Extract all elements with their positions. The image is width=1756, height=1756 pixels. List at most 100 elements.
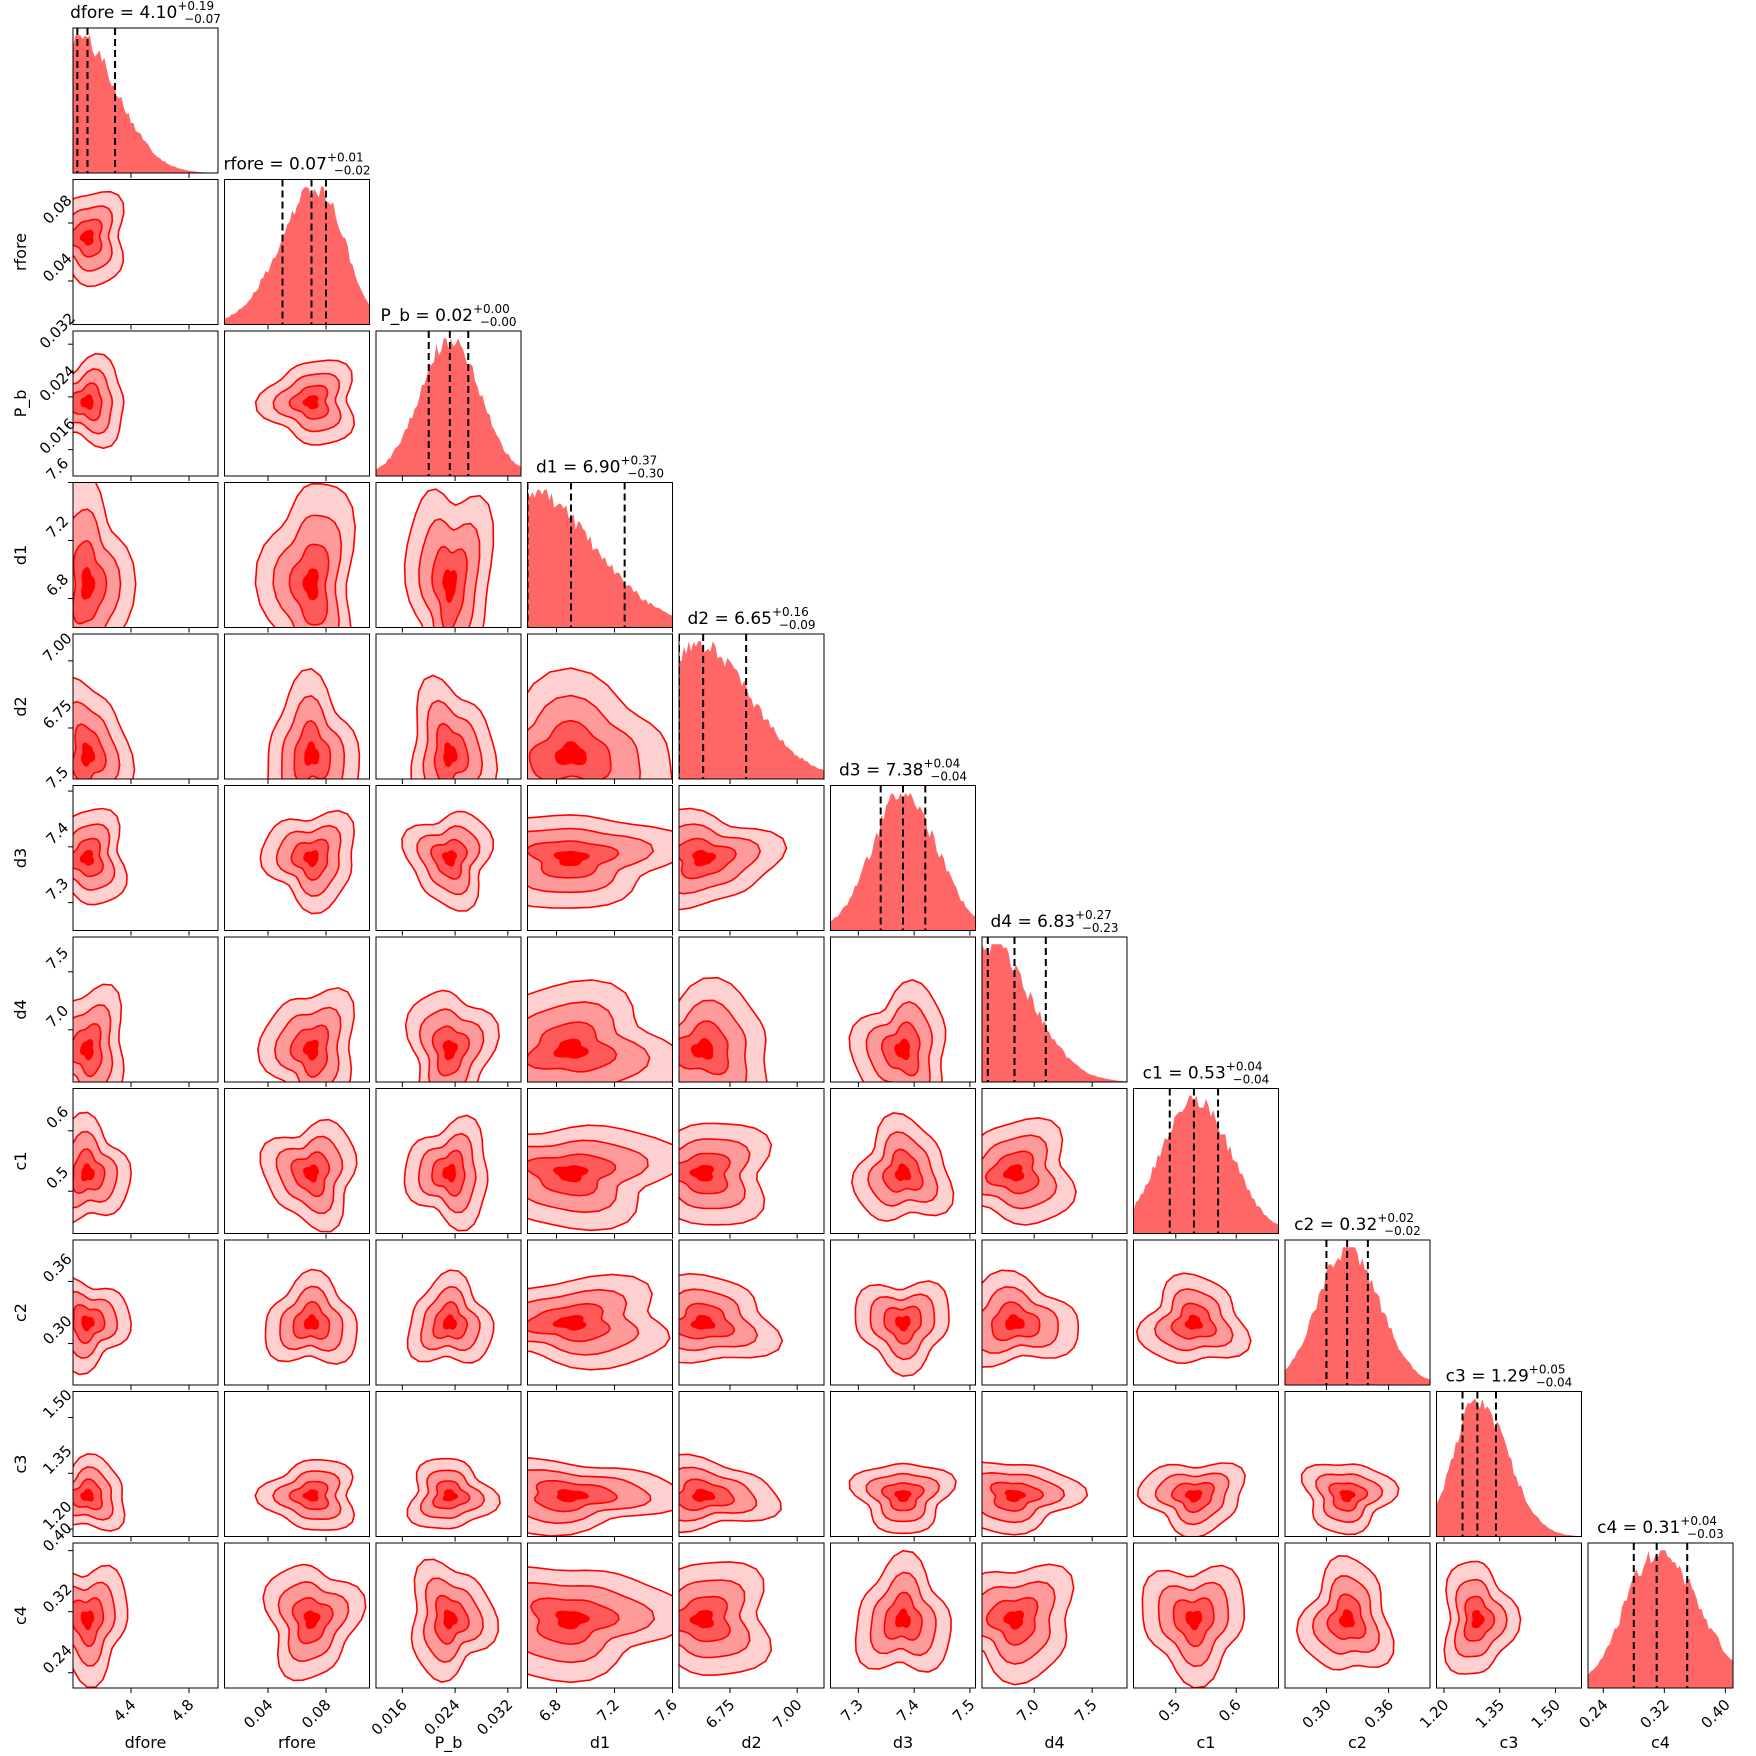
panel-plot-area	[679, 1453, 782, 1534]
contour-level-4	[81, 567, 96, 600]
contour-panel-d3-c2	[830, 1239, 976, 1390]
title-label: rfore	[224, 155, 264, 175]
contour-panel-c1-c3	[1133, 1391, 1279, 1542]
contour-panel-rfore-c2	[224, 1239, 370, 1390]
panel-frame	[72, 330, 219, 477]
panel-plot-area	[256, 987, 356, 1082]
panel-frame	[1284, 1542, 1431, 1689]
y-tick-label-c2: 0.30	[39, 1312, 75, 1348]
title-plus: +0.37	[620, 454, 657, 468]
panel-plot-area	[527, 1124, 673, 1232]
contour-panel-rfore-d1	[224, 482, 370, 633]
panel-frame	[527, 785, 673, 931]
hist-fill-c1	[1133, 1095, 1279, 1234]
panel-frame	[830, 1542, 976, 1689]
panel-plot-area	[403, 488, 495, 628]
y-tick-label-d3: 7.4	[43, 819, 73, 849]
title-median: 6.83	[1037, 912, 1075, 932]
panel-frame	[72, 27, 219, 174]
panel-frame	[375, 1088, 522, 1234]
panel-frame	[678, 633, 825, 780]
y-tick-label-P_b: 0.032	[36, 309, 79, 352]
contour-panel-rfore-P_b	[224, 330, 370, 481]
contour-level-4	[894, 1038, 911, 1061]
hist-panel-d4: d4 = 6.83+0.27 −0.23	[981, 908, 1128, 1087]
contour-panel-d1-d2	[527, 633, 673, 784]
title-median: 6.65	[734, 609, 772, 629]
panel-plot-area	[73, 190, 125, 288]
panel-frame	[1133, 1542, 1279, 1689]
title-label: c3	[1446, 1367, 1466, 1387]
x-tick-label-rfore: 0.04	[240, 1696, 276, 1732]
contour-panel-rfore-d2	[224, 633, 370, 784]
x-axis-label-rfore: rfore	[278, 1733, 316, 1752]
contour-level-4	[442, 1039, 458, 1060]
contour-level-4	[555, 1610, 590, 1630]
panel-plot-area	[982, 1563, 1075, 1686]
title-label: d3	[839, 761, 861, 781]
panel-plot-area	[254, 482, 357, 628]
contour-level-4	[80, 1610, 95, 1631]
panel-frame	[981, 936, 1128, 1083]
panel-plot-area	[73, 1111, 133, 1224]
panel-plot-area	[73, 482, 137, 628]
panel-frame	[224, 330, 370, 477]
hist-panel-rfore: rfore = 0.07+0.01 −0.02	[224, 151, 370, 330]
x-tick-label-d2: 6.75	[702, 1696, 738, 1732]
panel-plot-area	[679, 1272, 784, 1364]
contour-level-4	[81, 1315, 95, 1332]
contour-level-4	[1184, 1489, 1203, 1503]
y-tick-label-c1: 0.5	[43, 1163, 73, 1193]
panel-plot-area	[1141, 1564, 1245, 1688]
y-axis-label-d1: d1	[11, 545, 30, 565]
hist-panel-c4: c4 = 0.31+0.04 −0.03	[1587, 1514, 1734, 1693]
hist-fill-d1	[527, 489, 673, 628]
hist-fill-d2	[679, 641, 824, 779]
x-axis-label-d4: d4	[1044, 1733, 1064, 1752]
panel-plot-area	[254, 359, 356, 446]
contour-panel-c2-c4	[1284, 1542, 1431, 1693]
title-plus: +0.01	[327, 151, 364, 165]
panel-plot-area	[410, 674, 499, 779]
panel-frame	[527, 482, 673, 628]
y-axis-label-c4: c4	[11, 1606, 30, 1625]
x-tick-label-dfore: 4.8	[168, 1696, 198, 1726]
panel-plot-area	[679, 807, 788, 911]
title-median: 0.32	[1339, 1215, 1377, 1235]
y-tick-label-P_b: 0.016	[36, 415, 79, 458]
panel-frame	[72, 785, 219, 931]
panel-frame	[224, 1239, 370, 1386]
panel-plot-area	[1295, 1554, 1395, 1671]
x-tick-label-P_b: 0.032	[473, 1696, 516, 1739]
y-tick-label-P_b: 0.024	[36, 362, 79, 405]
x-tick-label-d1: 7.2	[593, 1696, 623, 1726]
contour-level-4	[442, 569, 457, 603]
panel-plot-area	[848, 979, 947, 1082]
panel-title-d3: d3 = 7.38+0.04 −0.04	[839, 757, 967, 784]
contour-level-4	[302, 1039, 319, 1061]
x-tick-label-d1: 6.8	[535, 1696, 565, 1726]
panel-plot-area	[376, 331, 521, 476]
x-tick-label-d3: 7.5	[949, 1696, 979, 1726]
panel-frame	[224, 1391, 370, 1537]
hist-panel-dfore: dfore = 4.10+0.19 −0.07	[70, 0, 221, 178]
title-minus: −0.09	[779, 618, 816, 632]
contour-panel-P_b-c3	[375, 1391, 522, 1542]
panel-plot-area	[527, 979, 673, 1082]
panel-frame	[981, 1542, 1128, 1689]
panel-frame	[224, 1542, 370, 1689]
panel-title-dfore: dfore = 4.10+0.19 −0.07	[70, 0, 221, 26]
panel-plot-area	[679, 976, 768, 1082]
panel-plot-area	[259, 1118, 358, 1233]
panel-plot-area	[406, 1457, 501, 1530]
contour-level-4	[302, 568, 319, 600]
contour-panel-c1-c2	[1133, 1239, 1279, 1390]
panel-plot-area	[982, 1269, 1079, 1368]
contour-level-4	[552, 1165, 589, 1183]
panel-frame	[527, 1239, 673, 1386]
panel-plot-area	[262, 1563, 367, 1682]
title-label: P_b	[380, 306, 410, 326]
contour-panel-d2-d4	[678, 936, 825, 1087]
panel-frame	[224, 179, 370, 325]
panel-title-c1: c1 = 0.53+0.04 −0.04	[1143, 1060, 1270, 1087]
